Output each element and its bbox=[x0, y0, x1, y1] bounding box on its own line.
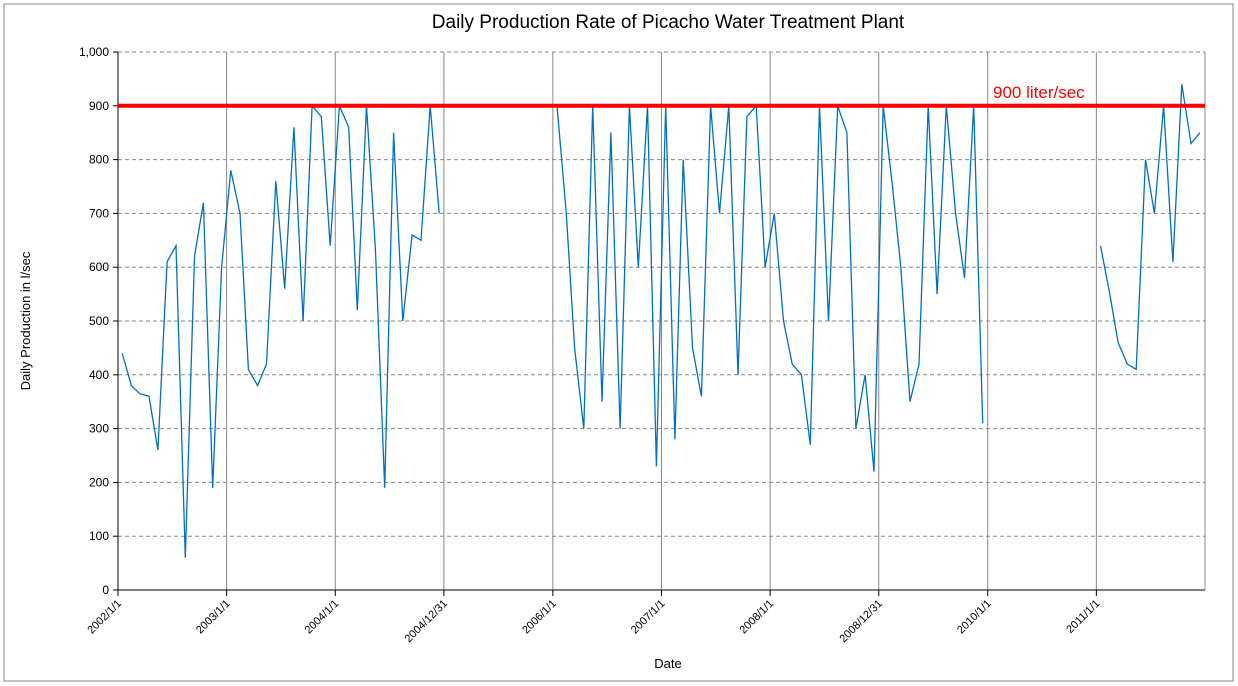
y-tick-label: 0 bbox=[102, 583, 109, 597]
y-tick-label: 900 bbox=[89, 99, 109, 113]
data-line bbox=[121, 104, 440, 558]
y-tick-label: 500 bbox=[89, 314, 109, 328]
y-tick-label: 700 bbox=[89, 206, 109, 220]
data-line bbox=[1099, 84, 1201, 371]
data-line bbox=[556, 104, 984, 472]
reference-label: 900 liter/sec bbox=[993, 83, 1085, 102]
y-tick-label: 800 bbox=[89, 153, 109, 167]
x-axis-label: Date bbox=[654, 656, 681, 671]
chart-border bbox=[3, 3, 1234, 682]
y-tick-label: 600 bbox=[89, 260, 109, 274]
y-axis-label: Daily Production in l/sec bbox=[18, 251, 33, 390]
y-tick-label: 200 bbox=[89, 475, 109, 489]
y-tick-label: 1,000 bbox=[79, 45, 109, 59]
y-tick-label: 300 bbox=[89, 422, 109, 436]
chart-title: Daily Production Rate of Picacho Water T… bbox=[432, 12, 905, 33]
y-tick-label: 400 bbox=[89, 368, 109, 382]
y-tick-label: 100 bbox=[89, 529, 109, 543]
